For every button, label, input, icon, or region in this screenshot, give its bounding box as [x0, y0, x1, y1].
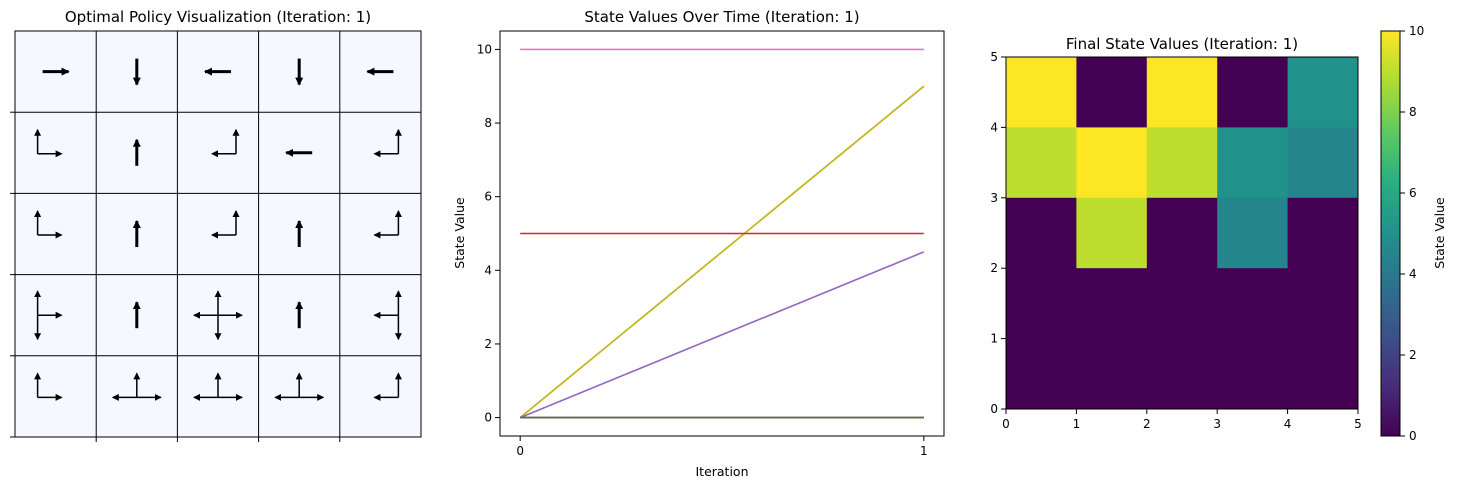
values-ytick-label: 0 — [484, 411, 492, 425]
values-ylabel: State Value — [452, 197, 467, 269]
heatmap-ytick-label: 3 — [990, 191, 998, 205]
policy-cell — [274, 372, 325, 401]
values-panel: State Values Over Time (Iteration: 1) 0 2… — [452, 8, 945, 479]
heatmap-xtick-label: 4 — [1284, 417, 1292, 431]
policy-cell — [193, 290, 243, 341]
heatmap-ytick-label: 0 — [990, 402, 998, 416]
heatmap-title: Final State Values (Iteration: 1) — [1066, 35, 1298, 53]
series-line — [519, 85, 925, 419]
policy-cell — [34, 372, 63, 401]
series-line — [519, 251, 925, 419]
heatmap-cell — [1217, 57, 1289, 128]
heatmap-cell — [1287, 338, 1359, 410]
heatmap-cell — [1217, 338, 1289, 410]
heatmap-ytick-label: 1 — [990, 332, 998, 346]
colorbar-tick-label: 10 — [1409, 24, 1424, 38]
colorbar — [1380, 30, 1401, 437]
policy-cell — [193, 372, 243, 401]
values-ytick-label: 6 — [484, 190, 492, 204]
colorbar-tick-label: 2 — [1409, 348, 1417, 362]
heatmap-cell — [1006, 57, 1077, 128]
values-xlabel: Iteration — [695, 464, 748, 479]
policy-cell — [211, 128, 240, 158]
heatmap-cell — [1287, 268, 1359, 340]
heatmap-cell — [1217, 127, 1289, 199]
heatmap-cell — [1076, 338, 1148, 410]
policy-panel: Optimal Policy Visualization (Iteration:… — [10, 8, 422, 442]
heatmap-cell — [1146, 127, 1218, 199]
policy-cell — [373, 128, 402, 158]
colorbar-tick-label: 8 — [1409, 105, 1417, 119]
values-plot-frame — [499, 30, 945, 437]
heatmap-ytick-label: 4 — [990, 120, 998, 134]
policy-cell — [111, 372, 162, 401]
colorbar-tick-label: 4 — [1409, 267, 1417, 281]
values-xtick-label: 0 — [516, 444, 524, 458]
values-xtick-label: 1 — [920, 444, 928, 458]
heatmap-xtick-label: 0 — [1002, 417, 1010, 431]
policy-cell — [34, 290, 63, 341]
heatmap-cell — [1146, 197, 1218, 269]
policy-cell — [34, 210, 63, 239]
values-ytick-label: 10 — [477, 42, 492, 56]
heatmap-cell — [1287, 57, 1359, 128]
heatmap-frame — [1005, 56, 1359, 410]
heatmap-cell — [1076, 268, 1148, 340]
policy-cell — [34, 128, 63, 158]
heatmap-cell — [1006, 338, 1077, 410]
colorbar-tick-label: 0 — [1409, 429, 1417, 443]
heatmap-cell — [1006, 268, 1077, 340]
policy-cell — [373, 290, 402, 341]
heatmap-cell — [1287, 197, 1359, 269]
heatmap-cell — [1217, 268, 1289, 340]
colorbar-tick-label: 6 — [1409, 186, 1417, 200]
heatmap-xtick-label: 1 — [1073, 417, 1081, 431]
heatmap-ytick-label: 2 — [990, 261, 998, 275]
heatmap-cell — [1006, 127, 1077, 199]
policy-cell — [373, 210, 402, 239]
values-title: State Values Over Time (Iteration: 1) — [584, 8, 859, 26]
values-ytick-label: 4 — [484, 263, 492, 277]
colorbar-ticks: 0 2 4 6 8 10 — [1400, 24, 1424, 443]
heatmap-cell — [1146, 268, 1218, 340]
heatmap-xtick-label: 5 — [1354, 417, 1362, 431]
heatmap-cell — [1287, 127, 1359, 199]
heatmap-xtick-label: 3 — [1213, 417, 1221, 431]
heatmap-cell — [1146, 57, 1218, 128]
policy-grid-background — [14, 30, 422, 438]
values-plot: 0 2 4 6 8 10 0 1 — [477, 42, 928, 458]
policy-grid — [10, 30, 422, 442]
heatmap-cell — [1006, 197, 1077, 269]
heatmap-cell — [1146, 338, 1218, 410]
heatmap-cell — [1217, 197, 1289, 269]
heatmap-plot: 0 1 2 3 4 5 0 1 2 3 4 5 — [990, 50, 1361, 431]
heatmap-ytick-label: 5 — [990, 50, 998, 64]
heatmap-cell — [1076, 127, 1148, 199]
colorbar-label: State Value — [1432, 197, 1447, 269]
heatmap-cell — [1076, 57, 1148, 128]
heatmap-xtick-label: 2 — [1143, 417, 1151, 431]
values-ytick-label: 2 — [484, 337, 492, 351]
policy-title: Optimal Policy Visualization (Iteration:… — [65, 8, 371, 26]
values-ytick-label: 8 — [484, 116, 492, 130]
heatmap-panel: Final State Values (Iteration: 1) 0 1 2 3 4 5… — [990, 24, 1447, 443]
policy-cell — [211, 210, 240, 239]
policy-cell — [373, 372, 402, 401]
heatmap-cell — [1076, 197, 1148, 269]
